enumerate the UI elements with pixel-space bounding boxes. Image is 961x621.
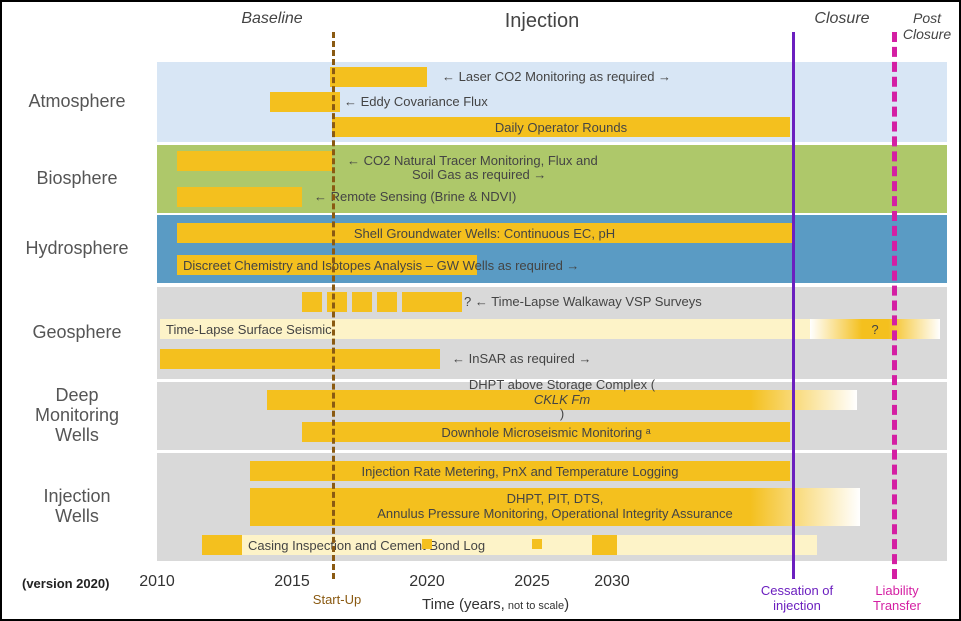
timeline-bar bbox=[617, 535, 817, 555]
timeline-bar: Daily Operator Rounds bbox=[332, 117, 790, 137]
timeline-bar bbox=[177, 187, 302, 207]
axis-tick: 2010 bbox=[139, 573, 175, 591]
bar-annotation: ← Eddy Covariance Flux bbox=[344, 94, 488, 109]
axis-tick: 2015 bbox=[274, 573, 310, 591]
phase-divider-caption: Cessation ofinjection bbox=[747, 584, 847, 613]
phase-label: Injection bbox=[452, 10, 632, 33]
bar-annotation: ← Laser CO2 Monitoring as required → bbox=[442, 69, 671, 84]
phase-label: Baseline bbox=[212, 10, 332, 28]
phase-divider-caption: Start-Up bbox=[287, 593, 387, 607]
bar-annotation: ← Remote Sensing (Brine & NDVI) bbox=[314, 189, 516, 204]
timeline-bar: Downhole Microseismic Monitoring ᵃ bbox=[302, 422, 790, 442]
axis-tick: 2030 bbox=[594, 573, 630, 591]
phase-divider bbox=[792, 32, 795, 579]
timeline-bar: Shell Groundwater Wells: Continuous EC, … bbox=[177, 223, 792, 243]
timeline-bar: DHPT above Storage Complex (CKLK Fm) bbox=[267, 390, 857, 410]
band-label-biosphere: Biosphere bbox=[2, 169, 152, 189]
timeline-bar bbox=[270, 92, 340, 112]
bar-annotation: ← CO2 Natural Tracer Monitoring, Flux an… bbox=[347, 153, 598, 168]
phase-divider bbox=[332, 32, 335, 579]
phase-divider-caption: LiabilityTransfer bbox=[847, 584, 947, 613]
bar-annotation: ? ← Time-Lapse Walkaway VSP Surveys bbox=[464, 294, 702, 309]
axis-tick: 2020 bbox=[409, 573, 445, 591]
timeline-bar: Injection Rate Metering, PnX and Tempera… bbox=[250, 461, 790, 481]
version-label: (version 2020) bbox=[22, 576, 109, 591]
marker-dot bbox=[422, 539, 432, 549]
timeline-bar bbox=[177, 151, 332, 171]
band-label-hydrosphere: Hydrosphere bbox=[2, 239, 152, 259]
timeline-bar bbox=[202, 535, 242, 555]
timeline-bar: ? bbox=[810, 319, 940, 339]
band-label-injwells: InjectionWells bbox=[2, 487, 152, 527]
timeline-bar: Time-Lapse Surface Seismic bbox=[160, 319, 810, 339]
band-label-deepwells: DeepMonitoringWells bbox=[2, 386, 152, 445]
timeline-diagram: Baseline Injection Closure PostClosure Atmos… bbox=[0, 0, 961, 621]
bar-annotation: ← InSAR as required → bbox=[452, 351, 591, 366]
axis-title: Time (years, not to scale) bbox=[422, 596, 569, 613]
phase-label: PostClosure bbox=[897, 10, 957, 42]
timeline-bar bbox=[330, 67, 427, 87]
bar-segmented bbox=[302, 292, 462, 312]
marker-dot bbox=[532, 539, 542, 549]
bar-annotation: Soil Gas as required → bbox=[412, 167, 546, 182]
band-label-geosphere: Geosphere bbox=[2, 323, 152, 343]
timeline-bar bbox=[592, 535, 617, 555]
band-label-atmosphere: Atmosphere bbox=[2, 92, 152, 112]
timeline-bar: Discreet Chemistry and Isotopes Analysis… bbox=[177, 255, 477, 275]
axis-tick: 2025 bbox=[514, 573, 550, 591]
timeline-bar bbox=[160, 349, 440, 369]
phase-label: Closure bbox=[797, 10, 887, 28]
phase-divider bbox=[892, 32, 897, 579]
timeline-bar: DHPT, PIT, DTS,Annulus Pressure Monitori… bbox=[250, 488, 860, 526]
